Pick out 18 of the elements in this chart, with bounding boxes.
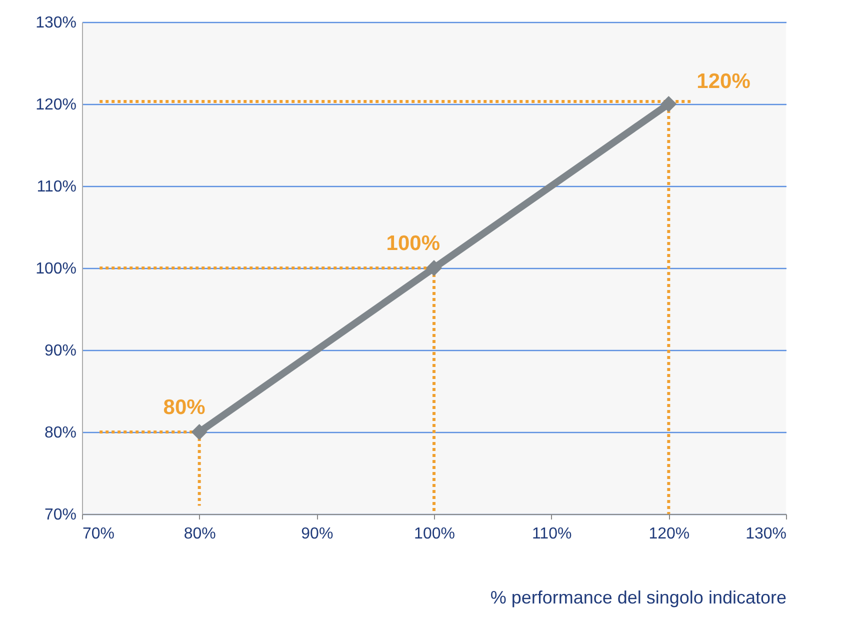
x-tick-label: 80% bbox=[184, 526, 216, 542]
y-tick-label: 110% bbox=[36, 178, 76, 196]
x-tick-label: 120% bbox=[648, 526, 690, 542]
y-tick-label: 120% bbox=[36, 96, 76, 114]
x-tick-label: 130% bbox=[746, 526, 786, 542]
y-tick-label: 90% bbox=[44, 342, 76, 360]
annotation: 120% bbox=[696, 70, 751, 93]
y-tick-label: 130% bbox=[36, 14, 76, 32]
y-tick-label: 70% bbox=[44, 506, 76, 524]
x-tick-label: 110% bbox=[532, 526, 572, 542]
annotation: 100% bbox=[386, 232, 440, 255]
x-tick-label: 100% bbox=[414, 526, 455, 542]
annotation: 80% bbox=[163, 396, 206, 419]
x-tick-label: 90% bbox=[301, 526, 334, 542]
x-tick-label: 70% bbox=[82, 526, 115, 542]
x-axis-title: % performance del singolo indicatore bbox=[490, 588, 786, 608]
y-tick-label: 100% bbox=[36, 260, 76, 278]
y-tick-label: 80% bbox=[44, 424, 76, 442]
